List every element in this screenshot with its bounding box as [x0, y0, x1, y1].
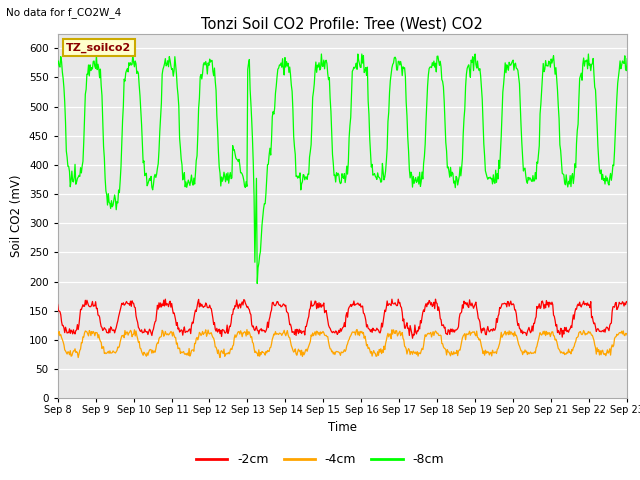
Text: No data for f_CO2W_4: No data for f_CO2W_4	[6, 7, 122, 18]
Legend: -2cm, -4cm, -8cm: -2cm, -4cm, -8cm	[191, 448, 449, 471]
X-axis label: Time: Time	[328, 421, 357, 434]
Text: TZ_soilco2: TZ_soilco2	[66, 43, 131, 53]
Title: Tonzi Soil CO2 Profile: Tree (West) CO2: Tonzi Soil CO2 Profile: Tree (West) CO2	[202, 16, 483, 31]
Y-axis label: Soil CO2 (mV): Soil CO2 (mV)	[10, 175, 23, 257]
